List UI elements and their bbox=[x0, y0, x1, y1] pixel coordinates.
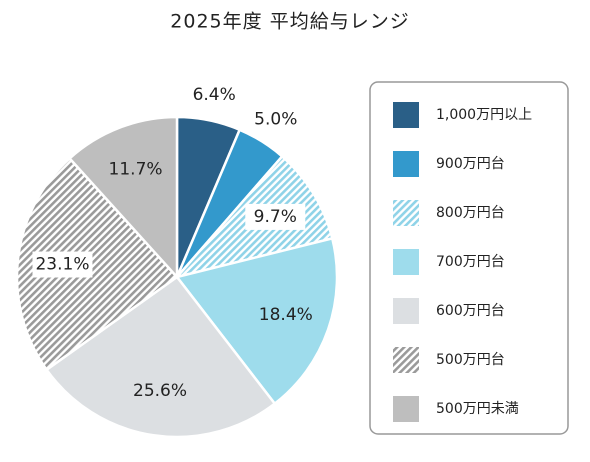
value-label: 23.1% bbox=[35, 255, 89, 275]
label-bg bbox=[32, 251, 93, 278]
value-label: 11.7% bbox=[109, 160, 163, 180]
label-bg bbox=[245, 203, 306, 230]
value-label: 6.4% bbox=[193, 85, 236, 105]
legend-swatch bbox=[393, 249, 419, 275]
pie-slice bbox=[174, 236, 339, 406]
legend-swatch bbox=[393, 200, 419, 226]
value-label: 18.4% bbox=[259, 305, 313, 325]
legend-label: 500万円未満 bbox=[436, 401, 519, 417]
value-label: 5.0% bbox=[254, 109, 297, 129]
legend-label: 700万円台 bbox=[436, 254, 505, 270]
legend-label: 600万円台 bbox=[436, 303, 505, 319]
legend-label: 1,000万円以上 bbox=[436, 107, 532, 123]
legend-swatch bbox=[393, 347, 419, 373]
legend-box bbox=[369, 81, 569, 435]
legend-label: 500万円台 bbox=[436, 352, 505, 368]
chart-title: 2025年度 平均給与レンジ bbox=[170, 11, 409, 33]
legend-swatch bbox=[393, 298, 419, 324]
legend-swatch bbox=[393, 151, 419, 177]
legend-label: 900万円台 bbox=[436, 156, 505, 172]
legend-swatch bbox=[393, 396, 419, 422]
value-label: 25.6% bbox=[133, 381, 187, 401]
pie-slice bbox=[67, 115, 179, 281]
legend-swatch bbox=[393, 102, 419, 128]
legend-label: 800万円台 bbox=[436, 205, 505, 221]
pie-slice bbox=[44, 275, 277, 439]
pie-slice bbox=[15, 156, 179, 372]
value-label: 9.7% bbox=[254, 207, 297, 227]
